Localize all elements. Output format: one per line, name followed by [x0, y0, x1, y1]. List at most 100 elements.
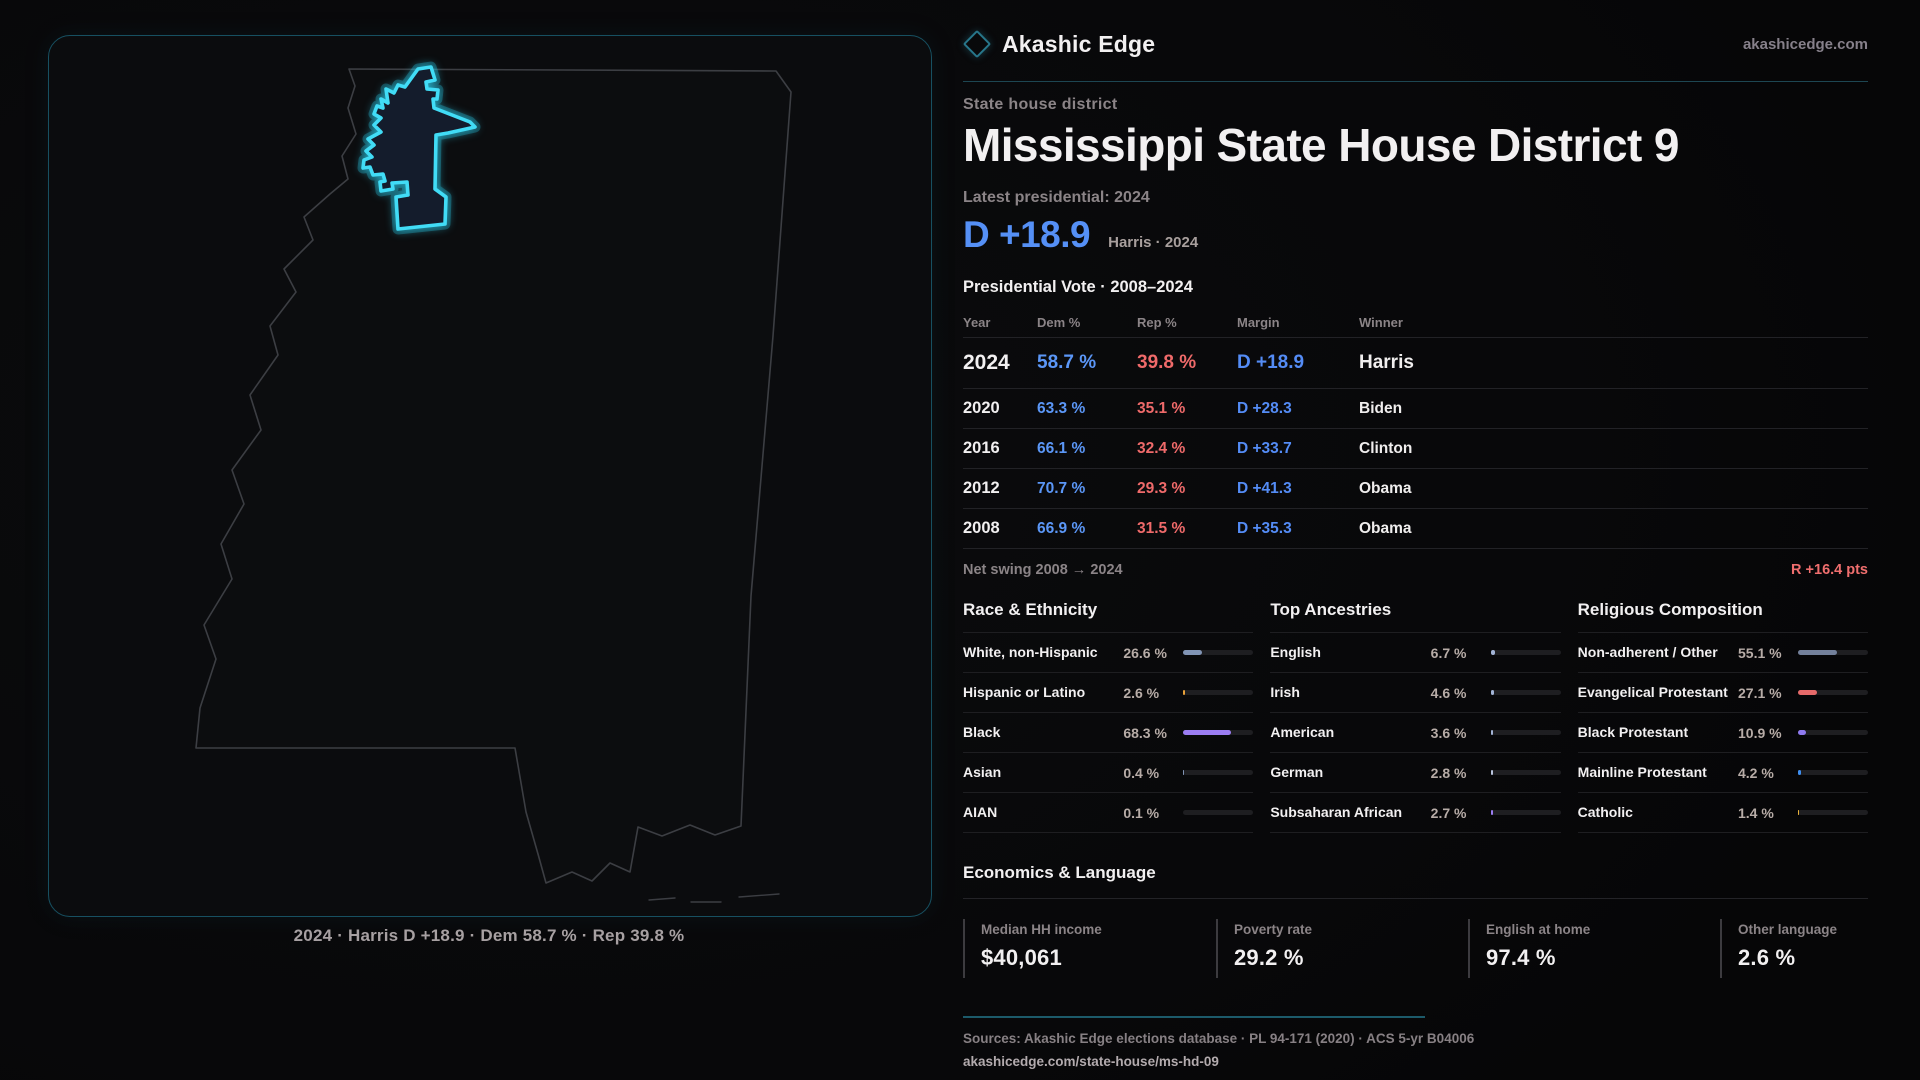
cell-dem-pct: 58.7 %: [1037, 352, 1097, 374]
demographics-grid: Race & Ethnicity White, non-Hispanic 26.6 …: [963, 600, 1868, 834]
cell-dem-pct: 66.1 %: [1037, 439, 1086, 457]
stat-label: Median HH income: [981, 922, 1102, 938]
district-9-shape[interactable]: [357, 61, 481, 235]
brand-header: Akashic Edge akashicedge.com: [962, 28, 1868, 60]
list-item: Mainline Protestant 4.2 %: [1577, 752, 1868, 792]
demo-value: 68.3 %: [1123, 724, 1167, 741]
cell-rep-pct: 39.8 %: [1137, 352, 1197, 374]
net-swing-value: R +16.4 pts: [1791, 562, 1868, 579]
demo-value: 3.6 %: [1430, 724, 1467, 741]
table-row: 2020 63.3 % 35.1 % D +28.3 Biden: [963, 388, 1868, 428]
cell-margin: D +28.3: [1237, 399, 1292, 417]
header-divider: [963, 81, 1868, 82]
footer-divider: [963, 1016, 1425, 1019]
list-item: Hispanic or Latino 2.6 %: [963, 672, 1254, 712]
list-item: Black Protestant 10.9 %: [1577, 712, 1868, 752]
column-header-margin: Margin: [1237, 315, 1280, 331]
stat-cell: Poverty rate 29.2 %: [1216, 919, 1468, 979]
demo-label: English: [1270, 644, 1321, 661]
demo-label: Black: [963, 724, 1001, 741]
demo-bar-fill: [1183, 730, 1232, 736]
map-caption: 2024 · Harris D +18.9 · Dem 58.7 % · Rep…: [293, 926, 685, 945]
cell-dem-pct: 70.7 %: [1037, 479, 1086, 497]
demographics-column: Religious Composition Non-adherent / Othe…: [1577, 600, 1868, 834]
demo-bar-fill: [1798, 650, 1837, 656]
stat-cell: Median HH income $40,061: [963, 919, 1216, 979]
list-item: Evangelical Protestant 27.1 %: [1577, 672, 1868, 712]
demo-label: Non-adherent / Other: [1577, 644, 1718, 661]
page-title: Mississippi State House District 9: [963, 119, 1679, 171]
demo-label: American: [1270, 724, 1335, 741]
cell-year: 2016: [963, 439, 1000, 458]
demo-bar-track: [1183, 730, 1254, 736]
report-column: Akashic Edge akashicedge.com State house…: [962, 28, 1868, 1070]
demo-bar-track: [1798, 690, 1868, 696]
demo-bar-fill: [1798, 730, 1806, 736]
brand-name: Akashic Edge: [1002, 30, 1156, 57]
economics-divider: [963, 898, 1868, 900]
demo-label: Catholic: [1577, 804, 1633, 821]
demo-bar-track: [1490, 770, 1561, 776]
list-item: Catholic 1.4 %: [1577, 792, 1868, 834]
demo-bar-fill: [1490, 810, 1493, 816]
demo-bar-track: [1798, 810, 1868, 816]
demo-value: 4.2 %: [1738, 764, 1774, 781]
table-row: 2012 70.7 % 29.3 % D +41.3 Obama: [963, 468, 1868, 508]
cell-margin: D +18.9: [1237, 352, 1305, 374]
permalink[interactable]: akashicedge.com/state-house/ms-hd-09: [963, 1054, 1219, 1070]
table-header-row: Year Dem % Rep % Margin Winner: [963, 307, 1868, 337]
cell-winner: Clinton: [1359, 439, 1413, 457]
mississippi-map: [195, 61, 792, 903]
demo-value: 2.6 %: [1123, 684, 1160, 701]
demo-bar-track: [1490, 730, 1561, 736]
list-item: White, non-Hispanic 26.6 %: [963, 632, 1254, 672]
list-item: English 6.7 %: [1270, 632, 1561, 672]
demo-value: 27.1 %: [1738, 684, 1782, 701]
economics-stats-row: Median HH income $40,061 Poverty rate 29.2 …: [963, 919, 1868, 979]
demo-label: Asian: [963, 764, 1002, 781]
demo-label: Irish: [1270, 684, 1300, 701]
headline-margin-value: D +18.9: [963, 214, 1091, 256]
list-item: Subsaharan African 2.7 %: [1270, 792, 1561, 834]
demo-bar-track: [1798, 650, 1868, 656]
stat-cell: Other language 2.6 %: [1720, 919, 1868, 979]
demo-value: 26.6 %: [1123, 644, 1167, 661]
cell-dem-pct: 63.3 %: [1037, 399, 1086, 417]
demo-bar-track: [1183, 810, 1254, 816]
list-item: Irish 4.6 %: [1270, 672, 1561, 712]
cell-rep-pct: 35.1 %: [1137, 399, 1186, 417]
column-header-rep-: Rep %: [1137, 315, 1177, 331]
net-swing-row: Net swing 2008 → 2024 R +16.4 pts: [963, 548, 1868, 578]
list-item: AIAN 0.1 %: [963, 792, 1254, 834]
sources-note: Sources: Akashic Edge elections database…: [963, 1031, 1475, 1047]
gulf-islands: [648, 893, 780, 903]
cell-rep-pct: 32.4 %: [1137, 439, 1186, 457]
cell-year: 2008: [963, 519, 1000, 538]
cell-margin: D +35.3: [1237, 519, 1292, 537]
column-header-winner: Winner: [1359, 315, 1403, 331]
net-swing-label: Net swing 2008 → 2024: [963, 562, 1123, 579]
list-item: German 2.8 %: [1270, 752, 1561, 792]
demographics-column: Top Ancestries English 6.7 % Irish 4.6 % Amer…: [1270, 600, 1561, 834]
demo-bar-track: [1490, 810, 1561, 816]
demo-bar-fill: [1798, 770, 1801, 776]
state-outline-path: [195, 68, 792, 884]
cell-dem-pct: 66.9 %: [1037, 519, 1086, 537]
demo-label: German: [1270, 764, 1324, 781]
demo-value: 4.6 %: [1430, 684, 1467, 701]
district-map-panel: [48, 35, 932, 917]
demo-value: 1.4 %: [1738, 804, 1774, 821]
demographics-column-title: Top Ancestries: [1270, 600, 1392, 620]
stat-value: 29.2 %: [1234, 945, 1304, 971]
table-row: 2016 66.1 % 32.4 % D +33.7 Clinton: [963, 428, 1868, 468]
cell-margin: D +41.3: [1237, 479, 1292, 497]
brand-domain-link[interactable]: akashicedge.com: [1742, 35, 1868, 53]
table-title: Presidential Vote · 2008–2024: [963, 278, 1193, 297]
demo-bar-track: [1183, 690, 1254, 696]
list-item: American 3.6 %: [1270, 712, 1561, 752]
stat-label: Other language: [1738, 922, 1838, 938]
demo-value: 10.9 %: [1738, 724, 1782, 741]
demo-bar-fill: [1798, 810, 1799, 816]
demo-label: White, non-Hispanic: [963, 644, 1098, 661]
